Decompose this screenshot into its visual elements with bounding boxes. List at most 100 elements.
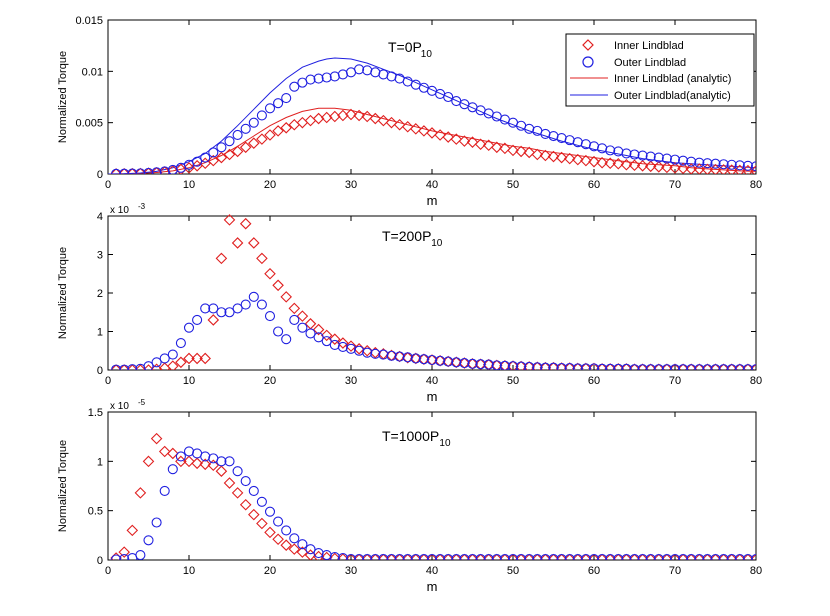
data-point-circle [653, 364, 664, 370]
data-point-circle [208, 303, 219, 314]
x-tick-label: 40 [426, 565, 438, 577]
data-point-circle [159, 353, 170, 364]
data-point-circle [370, 348, 381, 359]
data-point-circle [661, 153, 672, 164]
data-point-diamond [272, 533, 284, 546]
data-point-diamond [223, 477, 236, 489]
data-point-circle [750, 553, 756, 560]
data-point-circle [718, 364, 729, 370]
data-point-circle [289, 533, 300, 544]
data-point-circle [313, 548, 324, 559]
legend-label: Outer Lindblad [614, 57, 686, 69]
data-point-circle [443, 553, 454, 560]
data-point-diamond [264, 129, 276, 141]
data-point-circle [313, 332, 324, 343]
data-point-diamond [604, 157, 616, 169]
data-point-circle [418, 354, 429, 365]
data-point-circle [143, 535, 154, 546]
data-point-circle [564, 553, 575, 560]
data-point-circle [418, 553, 429, 560]
data-point-diamond [215, 151, 228, 164]
data-point-diamond [167, 360, 179, 370]
data-point-circle [572, 553, 583, 560]
data-point-circle [629, 149, 640, 160]
data-point-circle [653, 553, 664, 560]
data-point-diamond [248, 237, 260, 249]
data-point-diamond [183, 455, 195, 468]
data-point-circle [200, 451, 211, 462]
data-point-circle [629, 553, 640, 560]
data-point-circle [572, 363, 583, 370]
data-point-circle [232, 129, 243, 141]
data-point-circle [435, 355, 446, 366]
data-point-circle [726, 553, 737, 560]
data-point-diamond [207, 314, 220, 326]
data-point-circle [443, 91, 454, 103]
data-point-circle [127, 364, 138, 370]
x-tick-label: 50 [507, 179, 519, 191]
data-point-circle [248, 117, 259, 128]
data-point-circle [281, 334, 292, 345]
x-tick-label: 10 [183, 565, 195, 577]
data-point-diamond [523, 146, 535, 159]
x-tick-label: 50 [507, 375, 519, 387]
plot-area [107, 215, 757, 371]
data-point-circle [629, 364, 640, 370]
data-point-diamond [653, 161, 665, 173]
data-point-diamond [280, 122, 292, 134]
data-point-diamond [612, 157, 625, 170]
data-point-circle [475, 359, 486, 370]
data-point-circle [645, 553, 656, 560]
data-point-circle [362, 553, 373, 560]
data-point-diamond [272, 279, 284, 292]
y-tick-label: 1 [97, 456, 103, 468]
data-point-circle [540, 362, 551, 370]
data-point-circle [661, 364, 672, 370]
data-point-circle [613, 363, 624, 370]
data-point-circle [289, 314, 300, 326]
x-tick-label: 80 [750, 375, 762, 387]
data-point-circle [556, 363, 567, 370]
data-point-circle [483, 553, 494, 560]
data-point-diamond [223, 214, 236, 226]
data-point-diamond [272, 125, 284, 137]
data-point-circle [192, 314, 203, 326]
data-point-circle [451, 553, 462, 560]
x-axis-label: m [427, 579, 438, 594]
data-point-diamond [458, 135, 471, 147]
legend-box [565, 33, 755, 107]
data-point-circle [289, 81, 300, 92]
data-point-circle [499, 553, 510, 560]
data-point-diamond [231, 237, 244, 249]
data-point-diamond [361, 110, 373, 123]
data-point-circle [337, 552, 348, 560]
data-point-diamond [410, 123, 422, 135]
data-point-diamond [320, 329, 333, 342]
data-point-circle [637, 364, 648, 370]
data-point-diamond [563, 152, 576, 165]
data-point-diamond [256, 517, 268, 530]
data-point-circle [710, 158, 721, 169]
data-point-circle [111, 168, 122, 174]
data-point-circle [159, 485, 170, 496]
data-point-circle [742, 364, 753, 370]
data-point-diamond [288, 302, 301, 315]
data-point-circle [167, 464, 178, 475]
data-point-circle [678, 364, 689, 370]
data-point-circle [305, 74, 316, 85]
data-point-diamond [231, 487, 244, 499]
data-point-diamond [393, 118, 406, 131]
circle-marker-icon [582, 56, 594, 68]
data-point-circle [240, 123, 251, 134]
data-point-circle [354, 553, 365, 560]
data-point-diamond [401, 120, 414, 133]
x-tick-label: 60 [588, 565, 600, 577]
x-tick-label: 40 [426, 375, 438, 387]
data-point-circle [151, 167, 162, 174]
data-point-diamond [312, 323, 325, 336]
legend: Inner Lindblad Outer Lindblad Inner Lind… [565, 33, 755, 107]
y-exponent-label: x 10 [110, 401, 129, 412]
data-point-diamond [223, 148, 236, 161]
data-point-circle [200, 152, 211, 163]
data-point-circle [273, 326, 284, 337]
